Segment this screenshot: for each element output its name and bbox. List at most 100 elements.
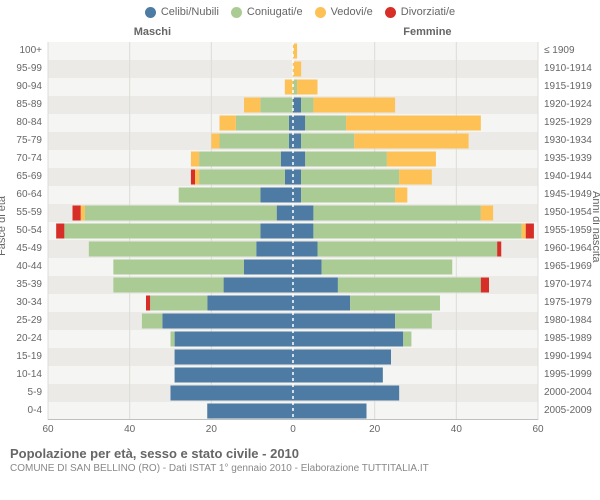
- bar-f-celibi: [293, 116, 305, 131]
- x-tick-label: 60: [42, 424, 53, 435]
- x-tick-label: 20: [369, 424, 380, 435]
- bar-m-celibi: [260, 224, 293, 239]
- bar-f-coniugati: [350, 296, 440, 311]
- bar-f-coniugati: [338, 278, 481, 293]
- x-tick-label: 40: [124, 424, 135, 435]
- birth-year-label: 1985-1989: [544, 330, 600, 348]
- legend-swatch: [315, 7, 326, 18]
- bar-f-celibi: [293, 404, 367, 419]
- bar-f-vedovi: [387, 152, 436, 167]
- x-tick-label: 40: [451, 424, 462, 435]
- age-band-label: 65-69: [0, 168, 42, 186]
- bar-f-vedovi: [313, 98, 395, 113]
- bar-f-coniugati: [301, 170, 399, 185]
- chart-title: Popolazione per età, sesso e stato civil…: [10, 446, 590, 461]
- bar-f-vedovi: [481, 206, 493, 221]
- bar-f-celibi: [293, 332, 403, 347]
- bar-f-celibi: [293, 314, 395, 329]
- age-band-label: 0-4: [0, 402, 42, 420]
- x-tick-label: 20: [206, 424, 217, 435]
- bar-f-vedovi: [522, 224, 526, 239]
- bar-m-vedovi: [211, 134, 219, 149]
- age-band-label: 10-14: [0, 366, 42, 384]
- bar-m-vedovi: [220, 116, 236, 131]
- bar-m-celibi: [175, 332, 293, 347]
- bar-m-coniugati: [236, 116, 289, 131]
- age-band-label: 20-24: [0, 330, 42, 348]
- bar-m-coniugati: [113, 278, 223, 293]
- population-pyramid-plot: [48, 42, 538, 420]
- legend-label: Celibi/Nubili: [161, 6, 219, 18]
- legend-item-vedovi: Vedovi/e: [315, 6, 373, 18]
- birth-year-label: ≤ 1909: [544, 42, 600, 60]
- age-band-label: 5-9: [0, 384, 42, 402]
- bar-m-coniugati: [199, 152, 281, 167]
- age-band-label: 55-59: [0, 204, 42, 222]
- legend: Celibi/Nubili Coniugati/e Vedovi/e Divorzia…: [0, 0, 600, 26]
- bar-f-celibi: [293, 188, 301, 203]
- bar-m-celibi: [175, 350, 293, 365]
- age-band-label: 45-49: [0, 240, 42, 258]
- bar-m-coniugati: [142, 314, 162, 329]
- bar-m-coniugati: [113, 260, 244, 275]
- birth-year-label: 2005-2009: [544, 402, 600, 420]
- birth-year-label: 1920-1924: [544, 96, 600, 114]
- bar-f-celibi: [293, 278, 338, 293]
- birth-year-label: 1915-1919: [544, 78, 600, 96]
- birth-year-label: 1930-1934: [544, 132, 600, 150]
- age-band-label: 50-54: [0, 222, 42, 240]
- birth-year-label: 1935-1939: [544, 150, 600, 168]
- bar-f-celibi: [293, 152, 305, 167]
- bar-f-coniugati: [395, 314, 432, 329]
- age-band-label: 30-34: [0, 294, 42, 312]
- bar-f-divorziati: [497, 242, 501, 257]
- x-axis: 6040200204060: [0, 420, 600, 440]
- bar-f-coniugati: [301, 98, 313, 113]
- bar-m-vedovi: [195, 170, 199, 185]
- bar-m-coniugati: [171, 332, 175, 347]
- birth-year-label: 1990-1994: [544, 348, 600, 366]
- header-maschi: Maschi: [134, 26, 171, 38]
- bar-m-coniugati: [220, 134, 289, 149]
- bar-m-celibi: [171, 386, 294, 401]
- bar-f-celibi: [293, 350, 391, 365]
- bar-m-coniugati: [150, 296, 207, 311]
- bar-m-divorziati: [73, 206, 81, 221]
- bar-m-celibi: [207, 296, 293, 311]
- bar-m-celibi: [244, 260, 293, 275]
- age-band-label: 85-89: [0, 96, 42, 114]
- chart-subtitle: COMUNE DI SAN BELLINO (RO) - Dati ISTAT …: [10, 463, 590, 474]
- bar-m-coniugati: [199, 170, 285, 185]
- legend-label: Coniugati/e: [247, 6, 303, 18]
- bar-m-coniugati: [89, 242, 256, 257]
- age-band-label: 80-84: [0, 114, 42, 132]
- bar-f-celibi: [293, 98, 301, 113]
- bar-f-vedovi: [395, 188, 407, 203]
- bar-f-vedovi: [297, 80, 317, 95]
- pyramid-headers: Maschi Femmine: [0, 26, 600, 42]
- bar-f-coniugati: [313, 206, 480, 221]
- bar-m-vedovi: [285, 80, 293, 95]
- birth-year-label: 1995-1999: [544, 366, 600, 384]
- birth-year-label: 1980-1984: [544, 312, 600, 330]
- age-band-labels: 100+95-9990-9485-8980-8475-7970-7465-696…: [0, 42, 42, 420]
- legend-swatch: [385, 7, 396, 18]
- bar-f-vedovi: [354, 134, 468, 149]
- bar-f-divorziati: [526, 224, 534, 239]
- age-band-label: 40-44: [0, 258, 42, 276]
- chart-area: Fasce di età 100+95-9990-9485-8980-8475-…: [0, 42, 600, 420]
- bar-m-coniugati: [85, 206, 277, 221]
- bar-m-vedovi: [81, 206, 85, 221]
- x-tick-label: 60: [532, 424, 543, 435]
- age-band-label: 70-74: [0, 150, 42, 168]
- legend-label: Divorziati/e: [401, 6, 455, 18]
- bar-f-vedovi: [346, 116, 481, 131]
- bar-f-coniugati: [313, 224, 521, 239]
- bar-m-divorziati: [56, 224, 64, 239]
- age-band-label: 95-99: [0, 60, 42, 78]
- bar-f-coniugati: [403, 332, 411, 347]
- bar-f-vedovi: [293, 62, 301, 77]
- bar-f-celibi: [293, 242, 318, 257]
- bar-m-coniugati: [64, 224, 260, 239]
- bar-f-celibi: [293, 170, 301, 185]
